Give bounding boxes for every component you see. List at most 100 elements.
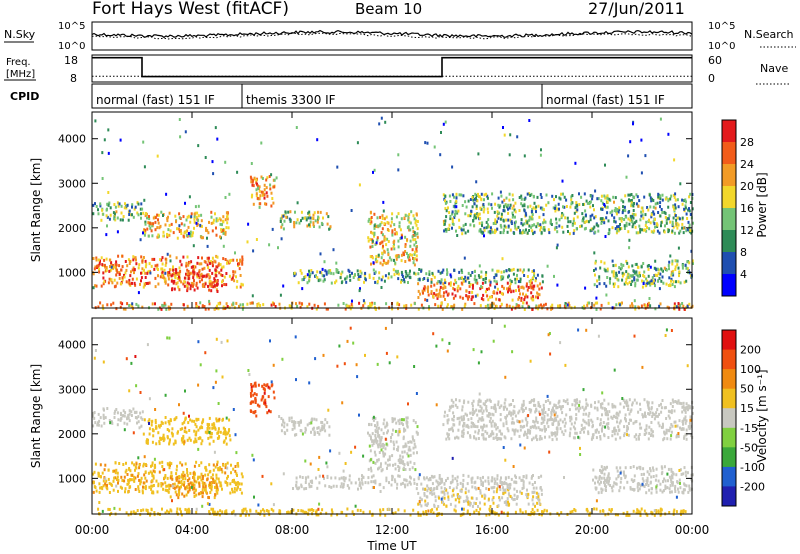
scatter-cell bbox=[461, 405, 464, 409]
scatter-cell bbox=[525, 301, 528, 305]
scatter-cell bbox=[608, 197, 611, 201]
scatter-cell bbox=[279, 293, 282, 297]
scatter-cell bbox=[172, 231, 175, 235]
scatter-cell bbox=[525, 474, 528, 478]
scatter-cell bbox=[335, 484, 338, 488]
scatter-cell bbox=[116, 216, 119, 220]
scatter-cell bbox=[688, 209, 691, 213]
scatter-cell bbox=[558, 218, 561, 222]
scatter-cell bbox=[529, 430, 532, 433]
scatter-cell bbox=[211, 262, 214, 266]
scatter-cell bbox=[489, 505, 492, 508]
scatter-cell bbox=[210, 260, 213, 264]
scatter-cell bbox=[644, 284, 647, 288]
scatter-cell bbox=[473, 214, 476, 218]
scatter-cell bbox=[473, 270, 476, 273]
scatter-cell bbox=[649, 304, 652, 308]
scatter-cell bbox=[444, 285, 447, 289]
scatter-cell bbox=[128, 262, 131, 265]
scatter-cell bbox=[461, 430, 464, 434]
scatter-cell bbox=[180, 280, 183, 284]
scatter-cell bbox=[571, 223, 574, 227]
scatter-cell bbox=[198, 269, 201, 272]
scatter-cell bbox=[442, 193, 445, 197]
scatter-cell bbox=[298, 301, 301, 305]
scatter-cell bbox=[560, 214, 563, 218]
scatter-cell bbox=[92, 212, 95, 216]
scatter-cell bbox=[217, 263, 220, 267]
scatter-cell bbox=[189, 234, 192, 238]
scatter-cell bbox=[444, 201, 447, 205]
scatter-cell bbox=[661, 193, 664, 197]
scatter-cell bbox=[528, 401, 531, 404]
scatter-cell bbox=[514, 474, 517, 478]
scatter-cell bbox=[135, 462, 138, 466]
scatter-cell bbox=[148, 418, 151, 422]
scatter-cell bbox=[643, 195, 646, 199]
scatter-cell bbox=[485, 226, 488, 230]
scatter-cell bbox=[192, 272, 195, 276]
scatter-cell bbox=[316, 486, 319, 490]
scatter-cell bbox=[165, 261, 168, 265]
scatter-cell bbox=[198, 475, 201, 479]
scatter-cell bbox=[283, 425, 286, 429]
scatter-cell bbox=[159, 423, 162, 427]
scatter-cell bbox=[477, 274, 480, 278]
scatter-cell bbox=[374, 439, 377, 443]
scatter-cell bbox=[498, 496, 501, 500]
scatter-cell bbox=[133, 281, 136, 285]
scatter-cell bbox=[164, 416, 167, 419]
scatter-cell bbox=[170, 474, 173, 478]
scatter-cell bbox=[195, 425, 198, 429]
scatter-cell bbox=[363, 301, 366, 305]
scatter-cell bbox=[213, 259, 216, 263]
scatter-cell bbox=[397, 419, 400, 423]
scatter-cell bbox=[451, 305, 453, 309]
scatter-cell bbox=[526, 288, 529, 292]
scatter-cell bbox=[193, 217, 196, 221]
scatter-cell bbox=[308, 273, 311, 277]
scatter-cell bbox=[463, 399, 466, 403]
scatter-cell bbox=[467, 199, 470, 203]
scatter-cell bbox=[401, 418, 403, 422]
scatter-cell bbox=[300, 483, 303, 487]
scatter-cell bbox=[657, 421, 660, 425]
scatter-cell bbox=[380, 221, 383, 225]
scatter-cell bbox=[415, 258, 418, 262]
scatter-cell bbox=[398, 224, 401, 228]
scatter-cell bbox=[192, 244, 195, 248]
scatter-cell bbox=[193, 220, 196, 224]
scatter-cell bbox=[540, 421, 543, 425]
scatter-cell bbox=[118, 272, 121, 276]
noise-sky-line bbox=[91, 29, 693, 39]
scatter-cell bbox=[451, 417, 454, 421]
scatter-cell bbox=[114, 409, 117, 413]
scatter-cell bbox=[643, 414, 646, 418]
scatter-cell bbox=[114, 476, 117, 480]
scatter-cell bbox=[219, 263, 222, 267]
scatter-cell bbox=[599, 435, 602, 438]
scatter-cell bbox=[619, 436, 622, 440]
scatter-cell bbox=[444, 199, 446, 203]
colorbar-tick-label: 28 bbox=[740, 136, 754, 149]
scatter-cell bbox=[212, 468, 215, 472]
scatter-cell bbox=[164, 263, 167, 267]
scatter-cell bbox=[525, 213, 528, 217]
scatter-cell bbox=[504, 477, 507, 481]
scatter-cell bbox=[601, 413, 603, 417]
scatter-cell bbox=[182, 477, 184, 481]
scatter-cell bbox=[166, 232, 168, 236]
scatter-cell bbox=[215, 288, 218, 292]
scatter-cell bbox=[415, 223, 418, 227]
scatter-cell bbox=[96, 423, 99, 427]
scatter-cell bbox=[458, 416, 461, 420]
scatter-cell bbox=[393, 273, 396, 277]
scatter-cell bbox=[686, 304, 689, 308]
scatter-cell bbox=[128, 486, 131, 490]
scatter-cell bbox=[594, 273, 596, 277]
scatter-cell bbox=[253, 392, 256, 396]
scatter-cell bbox=[471, 402, 474, 405]
scatter-cell bbox=[215, 226, 217, 230]
scatter-cell bbox=[521, 478, 524, 482]
